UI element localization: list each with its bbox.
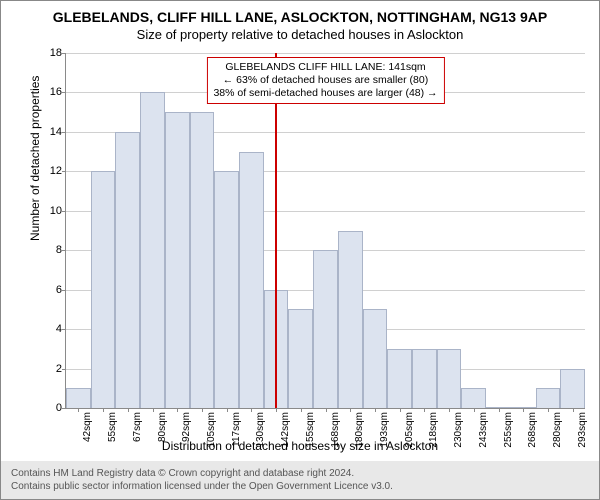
y-tick-label: 18: [50, 47, 66, 59]
annotation-box: GLEBELANDS CLIFF HILL LANE: 141sqm ← 63%…: [206, 57, 444, 104]
histogram-bar: [66, 388, 91, 408]
y-tick-label: 4: [56, 323, 66, 335]
page: GLEBELANDS, CLIFF HILL LANE, ASLOCKTON, …: [0, 0, 600, 500]
histogram-bar: [560, 369, 585, 408]
footer-line: Contains HM Land Registry data © Crown c…: [11, 467, 589, 480]
x-tick-label: 80sqm: [153, 408, 168, 442]
histogram-bar: [288, 309, 313, 408]
reference-line: [275, 53, 277, 408]
y-tick-label: 16: [50, 86, 66, 98]
x-axis-label: Distribution of detached houses by size …: [1, 439, 599, 453]
x-tick-label: 55sqm: [103, 408, 118, 442]
y-tick-label: 10: [50, 205, 66, 217]
x-tick-label: 92sqm: [177, 408, 192, 442]
y-tick-label: 2: [56, 363, 66, 375]
page-title: GLEBELANDS, CLIFF HILL LANE, ASLOCKTON, …: [1, 1, 599, 25]
annotation-line: 38% of semi-detached houses are larger (…: [213, 87, 437, 100]
histogram-bar: [461, 388, 486, 408]
histogram-bar: [239, 152, 264, 408]
y-tick-label: 0: [56, 402, 66, 414]
y-tick-label: 8: [56, 244, 66, 256]
page-subtitle: Size of property relative to detached ho…: [1, 25, 599, 42]
gridline: [66, 53, 585, 54]
histogram-bar: [536, 388, 561, 408]
annotation-line: GLEBELANDS CLIFF HILL LANE: 141sqm: [213, 61, 437, 74]
histogram-bar: [387, 349, 412, 408]
annotation-line: ← 63% of detached houses are smaller (80…: [213, 74, 437, 87]
histogram-bar: [363, 309, 388, 408]
histogram-plot: 02468101214161842sqm55sqm67sqm80sqm92sqm…: [65, 53, 585, 409]
y-tick-label: 14: [50, 126, 66, 138]
footer: Contains HM Land Registry data © Crown c…: [1, 461, 599, 499]
histogram-bar: [338, 231, 363, 409]
histogram-bar: [313, 250, 338, 408]
histogram-bar: [140, 92, 165, 408]
y-axis-label: Number of detached properties: [28, 76, 42, 241]
histogram-bar: [165, 112, 190, 408]
x-tick-label: 42sqm: [78, 408, 93, 442]
histogram-bar: [214, 171, 239, 408]
histogram-bar: [190, 112, 215, 408]
histogram-bar: [412, 349, 437, 408]
x-tick-label: 67sqm: [128, 408, 143, 442]
chart-wrap: Number of detached properties 0246810121…: [25, 53, 587, 409]
histogram-bar: [437, 349, 462, 408]
histogram-bar: [115, 132, 140, 408]
histogram-bar: [91, 171, 116, 408]
y-tick-label: 12: [50, 165, 66, 177]
y-tick-label: 6: [56, 284, 66, 296]
footer-line: Contains public sector information licen…: [11, 480, 589, 493]
